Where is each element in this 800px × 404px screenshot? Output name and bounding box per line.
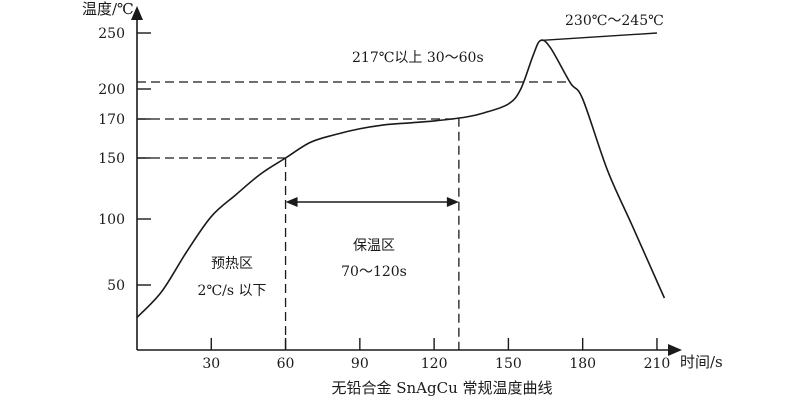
annotation-preheat-title: 预热区 <box>211 256 253 272</box>
x-tick-label: 180 <box>569 356 596 372</box>
y-axis-label: 温度/℃ <box>82 0 134 18</box>
x-tick-label: 120 <box>421 356 448 372</box>
arrow-head-left <box>285 197 298 207</box>
y-tick-label: 150 <box>98 151 125 167</box>
annotation-soak-title: 保温区 <box>353 238 395 254</box>
x-axis-label: 时间/s <box>680 353 723 371</box>
temperature-curve <box>136 39 666 319</box>
x-axis-arrow <box>668 344 682 356</box>
x-tick-label: 210 <box>644 356 671 372</box>
y-tick-label: 100 <box>98 212 125 228</box>
annotation-above-217: 217℃以上 30～60s <box>352 50 484 66</box>
y-tick-label: 250 <box>98 26 125 42</box>
y-axis-arrow <box>131 6 143 20</box>
x-tick-label: 150 <box>495 356 522 372</box>
x-tick-label: 30 <box>202 356 220 372</box>
y-tick-label: 50 <box>107 278 125 294</box>
annotation-preheat-rate: 2℃/s 以下 <box>198 283 267 299</box>
arrow-head-right <box>446 197 459 207</box>
chart-title: 无铅合金 SnAgCu 常规温度曲线 <box>331 379 552 397</box>
annotation-soak-time: 70～120s <box>341 264 407 280</box>
x-tick-label: 60 <box>277 356 295 372</box>
annotation-peak: 230℃～245℃ <box>565 13 664 29</box>
y-tick-label: 170 <box>98 112 125 128</box>
x-tick-label: 90 <box>351 356 369 372</box>
peak-line <box>540 32 658 42</box>
y-tick-label: 200 <box>98 82 125 98</box>
